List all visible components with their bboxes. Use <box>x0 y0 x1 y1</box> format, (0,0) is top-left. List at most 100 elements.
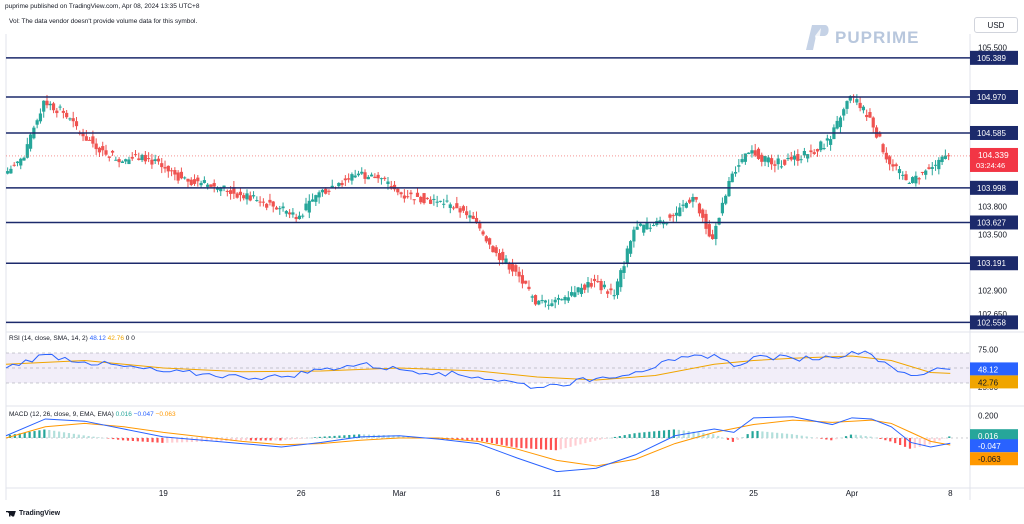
macd-histogram-bar <box>864 436 867 438</box>
tradingview-footer[interactable]: TradingView <box>6 510 60 517</box>
macd-histogram-bar <box>303 437 307 439</box>
macd-histogram-bar <box>623 435 626 438</box>
macd-histogram-bar <box>466 437 469 441</box>
candle <box>360 171 364 174</box>
candle <box>507 262 511 270</box>
candle <box>907 182 911 184</box>
last-price-tag <box>970 147 1018 172</box>
candle <box>707 224 711 237</box>
candle <box>274 207 279 210</box>
time-tick-label: 25 <box>749 489 758 498</box>
candle <box>638 223 643 226</box>
candle <box>743 153 747 162</box>
candle <box>651 225 656 227</box>
macd-histogram-bar <box>731 437 735 442</box>
candle <box>717 217 721 225</box>
macd-histogram-bar <box>102 437 105 439</box>
macd-histogram-bar <box>476 437 479 441</box>
candle <box>537 300 541 305</box>
candle <box>409 192 413 195</box>
macd-line-legend-value: −0.047 <box>133 411 154 418</box>
candle <box>379 178 384 180</box>
candle <box>901 174 905 176</box>
candle <box>815 149 820 152</box>
macd-histogram-bar <box>544 437 548 450</box>
macd-signal-line <box>5 419 951 467</box>
macd-legend: MACD (12, 26, close, 9, EMA, EMA) 0.016 … <box>9 411 176 418</box>
candle <box>625 248 629 264</box>
macd-histogram-bar <box>903 437 907 447</box>
macd-legend-title: MACD (12, 26, close, 9, EMA, EMA) <box>9 411 114 418</box>
candle <box>720 202 725 214</box>
currency-button[interactable]: USD <box>974 17 1018 33</box>
macd-histogram-bar <box>844 436 848 438</box>
macd-signal-value-label: -0.063 <box>978 455 1001 464</box>
candle <box>861 106 866 111</box>
macd-histogram-bar <box>461 437 464 440</box>
candle <box>645 222 649 230</box>
macd-histogram-bar <box>402 435 405 438</box>
macd-histogram-bar <box>599 437 602 440</box>
candle <box>776 158 780 165</box>
time-tick-label: 8 <box>948 489 953 498</box>
macd-histogram-bar <box>141 437 144 442</box>
macd-histogram-bar <box>594 437 597 441</box>
candle <box>845 101 849 109</box>
candle <box>455 203 459 209</box>
candle <box>242 195 246 199</box>
macd-histogram-bar <box>294 437 297 440</box>
candle <box>147 158 151 160</box>
macd-histogram-bar <box>554 437 557 451</box>
candle <box>412 199 416 201</box>
candle <box>225 190 229 192</box>
candle <box>186 178 190 182</box>
macd-histogram-bar <box>603 437 607 439</box>
candle <box>704 213 708 229</box>
rsi-legend: RSI (14, close, SMA, 14, 2) 48.12 42.76 … <box>9 335 135 342</box>
candle <box>553 299 557 303</box>
candle <box>143 154 147 162</box>
candle <box>127 159 131 165</box>
macd-line-value-label: -0.047 <box>978 442 1001 451</box>
candle <box>530 296 534 298</box>
candle <box>471 215 475 219</box>
macd-histogram-bar <box>490 437 494 444</box>
macd-histogram-bar <box>328 436 331 438</box>
candle <box>432 198 436 200</box>
candle <box>894 164 898 167</box>
candle <box>635 226 639 230</box>
macd-histogram-bar <box>43 429 46 438</box>
candle <box>904 174 908 181</box>
macd-hist-value-tag <box>970 429 1018 443</box>
candle <box>314 195 318 202</box>
candle <box>383 177 387 179</box>
candle <box>543 300 547 303</box>
candle <box>97 147 102 153</box>
macd-histogram-bar <box>362 434 366 438</box>
macd-histogram-bar <box>918 437 921 447</box>
candle <box>809 150 813 153</box>
macd-histogram-bar <box>795 434 798 438</box>
macd-histogram-bar <box>299 437 302 439</box>
candle <box>701 209 705 218</box>
candle <box>750 150 754 154</box>
macd-histogram-bar <box>161 437 164 443</box>
candle <box>317 192 321 198</box>
macd-histogram-bar <box>38 430 41 438</box>
candle <box>363 172 367 179</box>
macd-histogram-bar <box>662 430 666 438</box>
candle <box>829 139 833 145</box>
macd-histogram-bar <box>407 436 410 438</box>
candle <box>642 224 646 233</box>
macd-histogram-bar <box>62 432 66 438</box>
candle <box>386 181 390 185</box>
candle <box>324 188 328 194</box>
candle <box>730 173 734 183</box>
macd-histogram-bar <box>608 437 612 439</box>
macd-histogram-bar <box>318 436 321 438</box>
candle <box>494 247 498 254</box>
candle <box>674 212 679 216</box>
candle <box>924 170 928 175</box>
macd-histogram-bar <box>653 431 656 438</box>
